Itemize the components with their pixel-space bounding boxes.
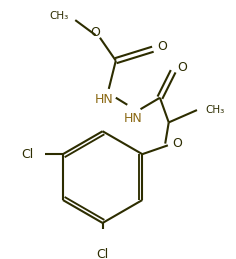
Text: HN: HN <box>95 93 114 106</box>
Text: O: O <box>157 40 167 53</box>
Text: Cl: Cl <box>97 248 109 259</box>
Text: HN: HN <box>124 112 143 125</box>
Text: O: O <box>177 61 187 74</box>
Text: CH₃: CH₃ <box>49 11 68 21</box>
Text: O: O <box>91 26 101 39</box>
Text: CH₃: CH₃ <box>206 105 225 115</box>
Text: Cl: Cl <box>21 148 34 161</box>
Text: O: O <box>173 137 182 150</box>
